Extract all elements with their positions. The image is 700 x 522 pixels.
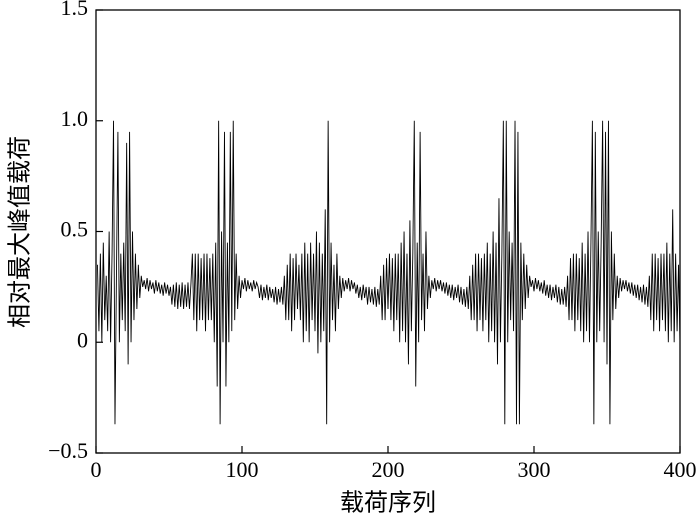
y-tick-label: 0.5 xyxy=(61,217,89,242)
x-tick-label: 400 xyxy=(664,457,697,482)
data-line xyxy=(97,120,681,425)
y-tick-label: −0.5 xyxy=(48,438,88,463)
y-tick-label: 1.5 xyxy=(61,0,89,20)
x-axis-label: 载荷序列 xyxy=(340,490,436,517)
y-tick-label: 1.0 xyxy=(61,106,89,131)
x-tick-label: 100 xyxy=(226,457,259,482)
y-axis-label: 相对最大峰值载荷 xyxy=(7,136,34,328)
x-tick-label: 300 xyxy=(518,457,551,482)
y-tick-label: 0 xyxy=(77,327,88,352)
x-tick-label: 0 xyxy=(91,457,102,482)
plot-frame xyxy=(95,9,681,454)
x-tick-label: 200 xyxy=(372,457,405,482)
